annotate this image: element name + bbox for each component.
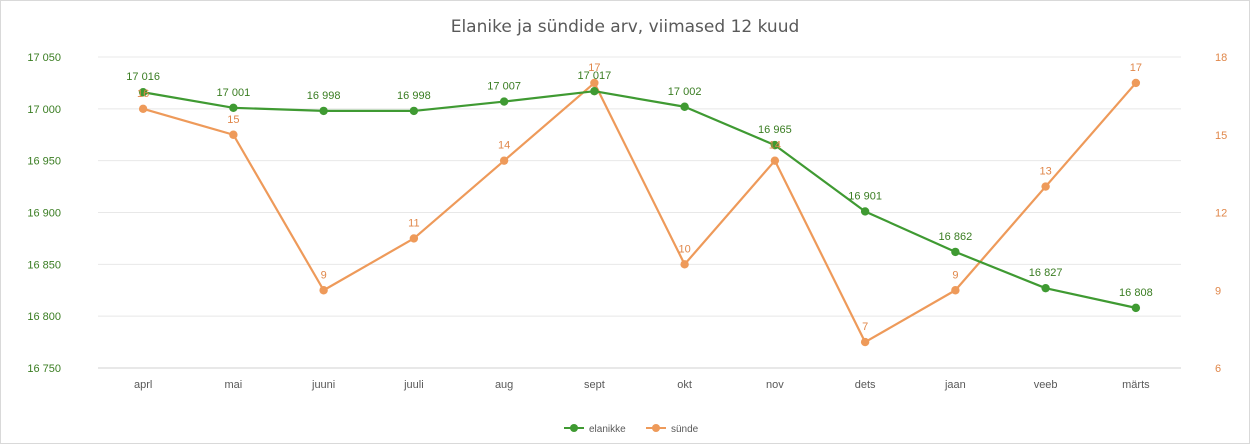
x-tick-label: nov bbox=[766, 379, 784, 391]
chart-title: Elanike ja sündide arv, viimased 12 kuud bbox=[451, 17, 800, 37]
legend-label-elanikke: elanikke bbox=[589, 424, 626, 435]
data-labels: 16 15 9 11 14 17 10 14 7 9 13 17 17 016 17 001 16 998 1… bbox=[126, 62, 1152, 333]
data-point bbox=[951, 286, 960, 295]
data-point bbox=[409, 234, 419, 243]
series-layer bbox=[138, 78, 1141, 347]
legend-item-elanikke: elanikke bbox=[564, 424, 626, 435]
right-axis: 6 9 12 15 18 bbox=[1215, 52, 1227, 375]
x-tick-label: märts bbox=[1122, 379, 1150, 391]
data-label: 17 017 bbox=[578, 70, 612, 82]
data-label: 7 bbox=[862, 321, 868, 333]
y-left-tick-label: 17 050 bbox=[27, 52, 61, 64]
data-label: 13 bbox=[1040, 166, 1052, 178]
data-point bbox=[409, 106, 419, 116]
data-point bbox=[1041, 283, 1050, 293]
series-line-sunde bbox=[142, 81, 1137, 344]
data-point bbox=[229, 103, 238, 112]
data-label: 16 862 bbox=[939, 231, 973, 243]
x-tick-label: veeb bbox=[1034, 379, 1058, 391]
data-label: 9 bbox=[321, 269, 327, 281]
y-left-tick-label: 16 850 bbox=[27, 259, 61, 271]
data-label: 17 bbox=[588, 62, 600, 74]
data-point bbox=[499, 97, 509, 106]
x-tick-label: mai bbox=[225, 379, 243, 391]
data-point bbox=[680, 102, 689, 111]
x-tick-label: juuli bbox=[403, 379, 424, 391]
data-point bbox=[319, 106, 328, 116]
data-point bbox=[229, 130, 238, 139]
y-right-tick-label: 18 bbox=[1215, 52, 1227, 64]
data-label: 16 998 bbox=[397, 90, 431, 102]
y-left-tick-label: 16 750 bbox=[27, 363, 61, 375]
data-label: 16 808 bbox=[1119, 287, 1153, 299]
series-line-elanikke bbox=[142, 90, 1137, 309]
data-point bbox=[138, 104, 148, 114]
data-label: 16 827 bbox=[1029, 267, 1063, 279]
y-left-tick-label: 16 800 bbox=[27, 311, 61, 323]
y-left-tick-label: 16 900 bbox=[27, 208, 61, 220]
data-label: 16 901 bbox=[848, 190, 882, 202]
data-label: 10 bbox=[679, 243, 691, 255]
y-left-tick-label: 17 000 bbox=[27, 104, 61, 116]
data-point bbox=[951, 247, 960, 257]
data-label: 14 bbox=[498, 140, 510, 152]
data-point bbox=[1131, 303, 1141, 313]
x-tick-label: dets bbox=[855, 379, 876, 391]
legend-marker-elanikke bbox=[570, 424, 578, 432]
data-point bbox=[860, 207, 870, 216]
x-tick-label: okt bbox=[677, 379, 692, 391]
data-label: 11 bbox=[408, 217, 419, 229]
y-right-tick-label: 6 bbox=[1215, 363, 1221, 375]
x-tick-label: sept bbox=[584, 379, 605, 391]
y-right-tick-label: 15 bbox=[1215, 130, 1227, 142]
data-point bbox=[499, 156, 509, 165]
data-label: 16 998 bbox=[307, 90, 341, 102]
data-label: 9 bbox=[952, 269, 958, 281]
legend-marker-sunde bbox=[652, 424, 660, 432]
data-label: 17 bbox=[1130, 62, 1142, 74]
y-left-tick-label: 16 950 bbox=[27, 156, 61, 168]
data-label: 17 007 bbox=[487, 81, 521, 93]
x-axis: aprl mai juuni juuli aug sept okt nov dets jaan ve… bbox=[134, 379, 1150, 391]
data-point bbox=[1041, 182, 1050, 191]
data-label: 17 002 bbox=[668, 86, 702, 98]
data-point bbox=[770, 156, 780, 165]
data-point bbox=[590, 78, 599, 88]
data-label: 17 016 bbox=[126, 71, 160, 83]
data-point bbox=[680, 260, 689, 269]
legend: elanikke sünde bbox=[564, 424, 699, 435]
data-point bbox=[590, 87, 599, 96]
legend-label-sunde: sünde bbox=[671, 424, 699, 435]
data-label: 14 bbox=[769, 140, 781, 152]
left-axis: 16 750 16 800 16 850 16 900 16 950 17 000 17 0… bbox=[27, 52, 61, 375]
data-point bbox=[1131, 78, 1141, 88]
data-label: 16 965 bbox=[758, 124, 792, 136]
x-tick-label: aug bbox=[495, 379, 513, 391]
y-right-tick-label: 12 bbox=[1215, 208, 1227, 220]
data-label: 17 001 bbox=[217, 87, 251, 99]
x-tick-label: aprl bbox=[134, 379, 152, 391]
data-point bbox=[138, 88, 148, 97]
legend-item-sunde: sünde bbox=[646, 424, 699, 435]
data-label: 15 bbox=[227, 114, 239, 126]
data-label: 16 bbox=[137, 88, 149, 100]
data-point bbox=[770, 140, 780, 150]
gridlines bbox=[98, 56, 1181, 369]
x-tick-label: juuni bbox=[311, 379, 335, 391]
x-tick-label: jaan bbox=[944, 379, 966, 391]
y-right-tick-label: 9 bbox=[1215, 285, 1221, 297]
data-point bbox=[860, 337, 870, 347]
data-point bbox=[319, 286, 328, 295]
